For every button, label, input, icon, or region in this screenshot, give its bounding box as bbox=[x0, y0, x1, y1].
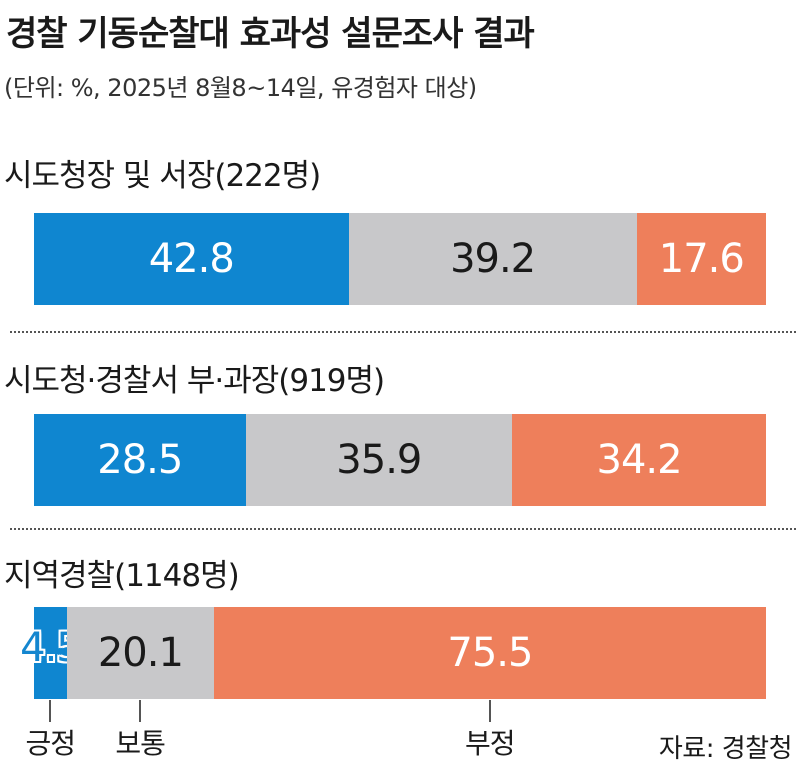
group-count-3: (1148명) bbox=[114, 558, 240, 594]
group-name-2: 시도청·경찰서 부·과장 bbox=[4, 363, 279, 399]
data-label-neutral-3: 20.1 bbox=[97, 630, 184, 676]
bar-segment-positive-3: 4.5 bbox=[20, 607, 82, 699]
legend-tick-negative bbox=[488, 700, 491, 722]
chart-title: 경찰 기동순찰대 효과성 설문조사 결과 bbox=[6, 14, 535, 54]
data-label-negative-2: 34.2 bbox=[596, 437, 683, 483]
group-label-2: 시도청·경찰서 부·과장(919명) bbox=[4, 355, 385, 400]
bar-segment-negative-2: 34.2 bbox=[512, 414, 766, 506]
chart-subtitle: (단위: %, 2025년 8월8~14일, 유경험자 대상) bbox=[4, 74, 477, 102]
legend-label-negative: 부정 bbox=[464, 727, 516, 760]
stacked-bar-1: 42.8 39.2 17.6 bbox=[34, 213, 766, 305]
data-label-neutral-2: 35.9 bbox=[336, 437, 422, 483]
legend-label-neutral: 보통 bbox=[115, 727, 166, 760]
divider-1 bbox=[10, 331, 796, 333]
data-label-negative-3: 75.5 bbox=[447, 630, 533, 676]
stacked-bar-2: 28.5 35.9 34.2 bbox=[34, 414, 766, 506]
legend-tick-positive bbox=[49, 700, 52, 722]
bar-segment-neutral-3: 20.1 bbox=[66, 607, 214, 699]
legend-label-positive: 긍정 bbox=[25, 727, 76, 760]
source-note: 자료: 경찰청 bbox=[658, 734, 793, 764]
legend-tick-neutral bbox=[139, 700, 142, 722]
bar-segment-negative-1: 17.6 bbox=[636, 213, 766, 305]
data-label-neutral-1: 39.2 bbox=[450, 236, 536, 282]
group-label-1: 시도청장 및 서장(222명) bbox=[4, 150, 321, 195]
group-label-3: 지역경찰(1148명) bbox=[4, 550, 240, 595]
bar-segment-neutral-1: 39.2 bbox=[348, 213, 637, 305]
group-count-2: (919명) bbox=[278, 363, 385, 399]
bar-segment-negative-3: 75.5 bbox=[213, 607, 766, 699]
bar-segment-positive-2: 28.5 bbox=[34, 414, 246, 506]
data-label-negative-1: 17.6 bbox=[658, 236, 745, 282]
group-name-1: 시도청장 및 서장 bbox=[4, 158, 215, 194]
data-label-positive-2: 28.5 bbox=[97, 437, 183, 483]
stacked-bar-3: 4.5 20.1 75.5 bbox=[20, 607, 766, 699]
data-label-positive-1: 42.8 bbox=[148, 236, 235, 282]
group-count-1: (222명) bbox=[214, 158, 321, 194]
divider-2 bbox=[10, 528, 796, 530]
bar-segment-positive-1: 42.8 bbox=[34, 213, 349, 305]
bar-segment-neutral-2: 35.9 bbox=[245, 414, 513, 506]
group-name-3: 지역경찰 bbox=[4, 558, 115, 594]
